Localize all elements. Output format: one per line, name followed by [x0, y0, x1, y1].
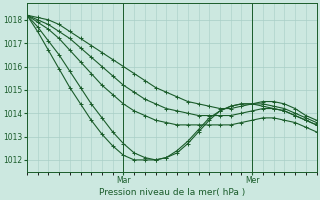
X-axis label: Pression niveau de la mer( hPa ): Pression niveau de la mer( hPa ) [99, 188, 245, 197]
